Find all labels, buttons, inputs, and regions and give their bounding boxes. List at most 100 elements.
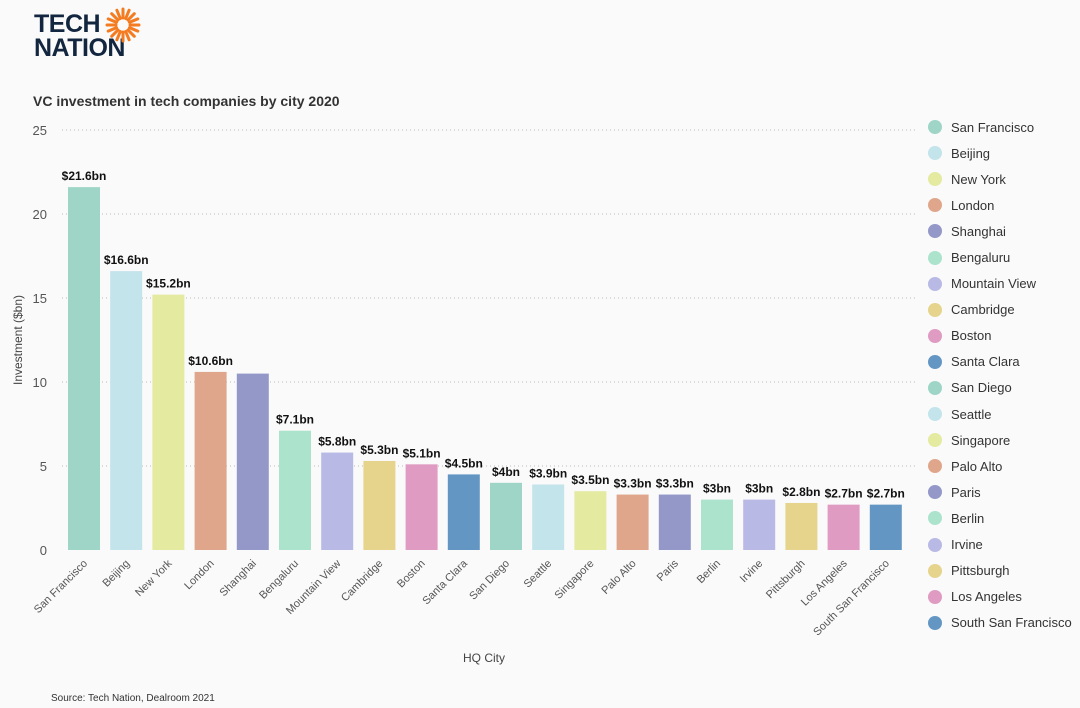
bar-boston <box>405 464 438 550</box>
logo-text: TECH NATION <box>34 10 125 62</box>
data-label: $5.3bn <box>360 443 398 457</box>
legend-item[interactable]: Shanghai <box>928 218 1072 244</box>
legend-label: Palo Alto <box>951 458 1003 474</box>
legend-label: San Francisco <box>951 119 1035 135</box>
bar-paris <box>658 494 691 550</box>
legend-item[interactable]: London <box>928 192 1072 218</box>
y-tick-label: 20 <box>33 207 47 222</box>
sun-ray <box>127 17 140 24</box>
legend-swatch <box>928 380 942 395</box>
data-label: $10.6bn <box>188 354 233 368</box>
data-label: $21.6bn <box>62 169 107 183</box>
legend-item[interactable]: Berlin <box>928 505 1072 531</box>
legend-label: Boston <box>951 328 992 344</box>
x-tick-label: Palo Alto <box>600 558 639 597</box>
legend-item[interactable]: Bengaluru <box>928 244 1072 270</box>
sun-ray <box>106 26 119 33</box>
x-tick-label: New York <box>133 557 175 599</box>
x-axis-label: HQ City <box>463 651 505 665</box>
legend-swatch <box>928 615 942 630</box>
bar-london <box>194 371 227 550</box>
source-note: Source: Tech Nation, Dealroom 2021 <box>51 693 215 704</box>
legend-swatch <box>928 302 942 317</box>
y-axis-label: Investment ($bn) <box>11 295 25 385</box>
bar-south-san-francisco <box>869 504 902 550</box>
legend-item[interactable]: Boston <box>928 323 1072 349</box>
x-tick-label: London <box>182 558 216 592</box>
sun-ray <box>106 17 119 24</box>
chart-title: VC investment in tech companies by city … <box>33 93 340 109</box>
y-tick-label: 25 <box>33 123 47 138</box>
legend-item[interactable]: Beijing <box>928 140 1072 166</box>
sun-ray <box>115 29 122 42</box>
sun-ray <box>127 26 140 33</box>
x-tick-label: Shanghai <box>218 558 259 599</box>
legend-swatch <box>928 511 942 526</box>
bar-pittsburgh <box>785 502 818 550</box>
legend-item[interactable]: Pittsburgh <box>928 558 1072 584</box>
bar-santa-clara <box>447 474 480 550</box>
legend-item[interactable]: Paris <box>928 479 1072 505</box>
bar-san-francisco <box>68 187 100 550</box>
legend-label: Santa Clara <box>951 354 1020 370</box>
x-tick-label: Beijing <box>100 558 132 590</box>
legend-label: Singapore <box>951 432 1011 448</box>
legend-item[interactable]: Singapore <box>928 427 1072 453</box>
legend-item[interactable]: Irvine <box>928 532 1072 558</box>
tech-nation-logo: TECH NATION <box>34 7 144 68</box>
legend-swatch <box>928 433 942 448</box>
legend-item[interactable]: Cambridge <box>928 297 1072 323</box>
legend-label: Cambridge <box>951 302 1015 318</box>
data-label: $4bn <box>492 465 520 479</box>
data-label: $7.1bn <box>276 413 314 427</box>
data-label: $4.5bn <box>445 456 483 470</box>
legend-label: Berlin <box>951 510 985 526</box>
legend-swatch <box>928 563 942 578</box>
legend-swatch <box>928 459 942 474</box>
x-tick-label: South San Francisco <box>811 558 892 639</box>
bar-shanghai <box>236 373 269 550</box>
legend-item[interactable]: Los Angeles <box>928 584 1072 610</box>
data-label: $3.3bn <box>656 477 694 491</box>
legend-item[interactable]: Seattle <box>928 401 1072 427</box>
legend-label: Los Angeles <box>951 589 1022 605</box>
data-label: $3.9bn <box>529 466 567 480</box>
legend-label: Mountain View <box>951 276 1037 292</box>
x-tick-label: Santa Clara <box>420 557 470 607</box>
legend-swatch <box>928 146 942 161</box>
legend-swatch <box>928 589 942 604</box>
legend-item[interactable]: Palo Alto <box>928 453 1072 479</box>
legend-item[interactable]: New York <box>928 166 1072 192</box>
data-label: $3.3bn <box>614 477 652 491</box>
legend: San Francisco Beijing New York London Shangh… <box>928 114 1072 636</box>
bar-chart: 0 5 10 15 20 25 $21.6bn San Francisco $16.6bn Bei… <box>11 123 915 665</box>
y-tick-label: 0 <box>40 543 47 558</box>
data-label: $5.1bn <box>403 446 441 460</box>
sun-ray <box>124 29 131 42</box>
bar-seattle <box>532 484 565 550</box>
x-tick-label: Paris <box>655 557 682 584</box>
data-label: $2.7bn <box>867 487 905 501</box>
sun-ray <box>126 12 136 22</box>
legend-swatch <box>928 328 942 343</box>
legend-label: New York <box>951 171 1006 187</box>
legend-label: Paris <box>951 484 981 500</box>
x-tick-label: Singapore <box>553 558 597 602</box>
x-tick-label: Pittsburgh <box>764 558 808 602</box>
legend-item[interactable]: Mountain View <box>928 271 1072 297</box>
bar-bengaluru <box>279 430 311 550</box>
x-tick-label: Irvine <box>738 558 766 586</box>
data-label: $3.5bn <box>571 473 609 487</box>
data-label: $2.8bn <box>782 485 820 499</box>
legend-item[interactable]: San Diego <box>928 375 1072 401</box>
x-tick-label: Bengaluru <box>257 558 301 602</box>
legend-item[interactable]: San Francisco <box>928 114 1072 140</box>
x-tick-label: San Diego <box>467 558 512 603</box>
y-tick-label: 5 <box>40 459 47 474</box>
legend-label: San Diego <box>951 380 1012 396</box>
legend-item[interactable]: Santa Clara <box>928 349 1072 375</box>
legend-item[interactable]: South San Francisco <box>928 610 1072 636</box>
legend-label: London <box>951 197 995 213</box>
legend-swatch <box>928 537 942 552</box>
bar-berlin <box>701 499 733 550</box>
